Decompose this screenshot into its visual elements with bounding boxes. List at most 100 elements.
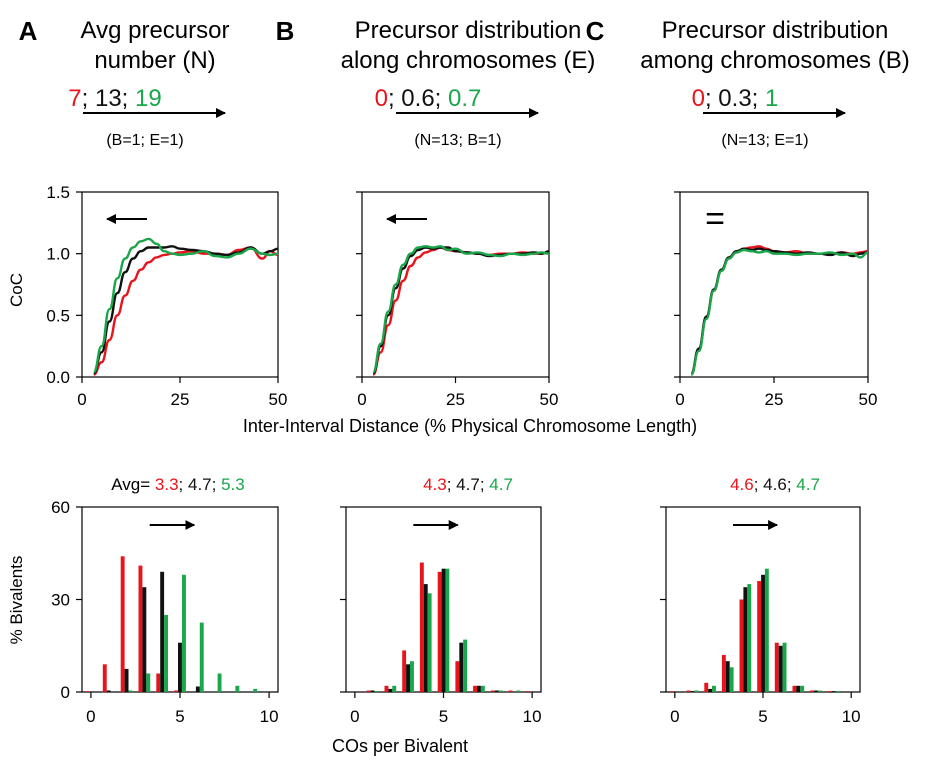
bar-black — [388, 688, 393, 692]
bar-green — [729, 667, 734, 692]
coc-chart-A: 0.0 0.5 1.0 1.5 0 25 50 — [46, 183, 287, 409]
bar-ytick-label: 30 — [51, 591, 70, 610]
bar-green — [800, 685, 805, 692]
bar-green — [516, 690, 521, 692]
bar-black — [494, 690, 499, 692]
bar-red — [402, 650, 407, 692]
coc-curve-green — [92, 237, 279, 374]
bar-xtick-label: 5 — [175, 707, 184, 726]
bar-xtick-label: 10 — [842, 707, 861, 726]
param-value-black: ; 0.3; — [705, 85, 765, 112]
bar-green — [498, 690, 503, 692]
bar-green — [782, 642, 787, 692]
avg-value-green: 5.3 — [221, 475, 245, 494]
bar-red — [384, 685, 389, 692]
bar-black — [142, 587, 147, 692]
coc-curve-black — [690, 247, 869, 375]
bar-green — [410, 661, 414, 692]
bar-red — [757, 581, 762, 692]
bar-green — [463, 639, 468, 692]
bar-green — [445, 568, 450, 692]
param-value-green: 1 — [765, 85, 778, 112]
bar-red — [774, 642, 779, 692]
bar-red — [508, 690, 513, 692]
bar-xtick-label: 0 — [86, 707, 95, 726]
bar-black — [778, 645, 783, 693]
coc-chart-C: 0 25 50 = — [674, 191, 878, 409]
bar-red — [721, 655, 726, 692]
panel-title-line: among chromosomes (B) — [640, 47, 909, 74]
coc-xtick-label: 0 — [675, 390, 684, 409]
panel-header-B: B Precursor distribution along chromosomes… — [276, 16, 596, 149]
bar-green — [427, 593, 432, 692]
bar-red — [437, 571, 442, 693]
bar-green — [182, 574, 186, 692]
bar-black — [370, 690, 375, 692]
bar-green — [764, 568, 769, 692]
bar-xtick-label: 0 — [670, 707, 679, 726]
bar-red — [120, 556, 125, 692]
bar-green — [146, 673, 151, 692]
coc-equals-sign: = — [705, 200, 725, 238]
panel-letter: B — [276, 16, 295, 46]
bar-black — [690, 691, 695, 692]
bar-red — [526, 691, 531, 692]
avg-value-black: ; 4.6; — [754, 475, 797, 494]
param-value-black: ; 13; — [82, 85, 135, 112]
avg-value-green: 4.7 — [796, 475, 820, 494]
co-bar-chart-B: 0 5 10 — [340, 506, 542, 726]
param-value-black: ; 0.6; — [388, 85, 448, 112]
bar-green — [235, 685, 240, 692]
bar-black — [441, 568, 446, 692]
bar-red — [85, 691, 89, 692]
param-value-red: 0 — [375, 85, 388, 112]
bar-green — [712, 685, 716, 692]
param-value-green: 19 — [135, 85, 162, 112]
coc-curve-green — [690, 248, 869, 376]
bar-red — [827, 691, 832, 692]
bar-black — [831, 691, 836, 692]
bar-ylabel: % Bivalents — [7, 556, 26, 645]
bar-black — [124, 668, 129, 692]
coc-xtick-label: 50 — [859, 390, 878, 409]
avg-value-black: ; 4.7; — [179, 475, 222, 494]
coc-chart-B: 0 25 50 — [356, 191, 559, 409]
coc-curve-red — [690, 245, 869, 376]
bar-red — [669, 691, 673, 692]
bar-black — [708, 688, 713, 692]
bar-black — [761, 574, 765, 692]
bar-xtick-label: 5 — [439, 707, 448, 726]
bar-green — [217, 673, 222, 692]
coc-xtick-label: 0 — [77, 390, 86, 409]
coc-xtick-label: 25 — [765, 390, 784, 409]
bar-black — [743, 587, 748, 692]
bar-green — [128, 690, 133, 692]
coc-ytick-label: 1.0 — [46, 245, 70, 264]
bar-red — [366, 690, 371, 692]
avg-prefix: Avg= — [111, 475, 155, 494]
coc-ytick-label: 1.5 — [46, 183, 70, 202]
coc-curve-green — [372, 245, 550, 374]
coc-curve-black — [372, 246, 550, 375]
bar-red — [455, 661, 460, 692]
bar-black — [406, 664, 410, 693]
panel-header-C: C Precursor distribution among chromosomes… — [586, 16, 910, 149]
bar-green — [374, 691, 379, 692]
co-bar-chart-C: 0 5 10 — [660, 506, 861, 726]
param-note: (B=1; E=1) — [106, 132, 183, 149]
bar-green — [164, 614, 168, 692]
coc-xtick-label: 50 — [540, 390, 559, 409]
bar-green — [199, 622, 204, 692]
bar-green — [392, 685, 397, 692]
bar-green — [835, 691, 840, 692]
avg-value-green: 4.7 — [489, 475, 513, 494]
bar-red — [138, 565, 143, 692]
param-value-red: 0 — [692, 85, 705, 112]
avg-value-red: 4.6 — [730, 475, 754, 494]
bar-xtick-label: 0 — [350, 707, 359, 726]
bar-red — [792, 685, 797, 692]
coc-ytick-label: 0.5 — [46, 306, 70, 325]
param-values: 0; 0.3; 1 — [692, 85, 779, 112]
coc-ytick-label: 0.0 — [46, 368, 70, 387]
